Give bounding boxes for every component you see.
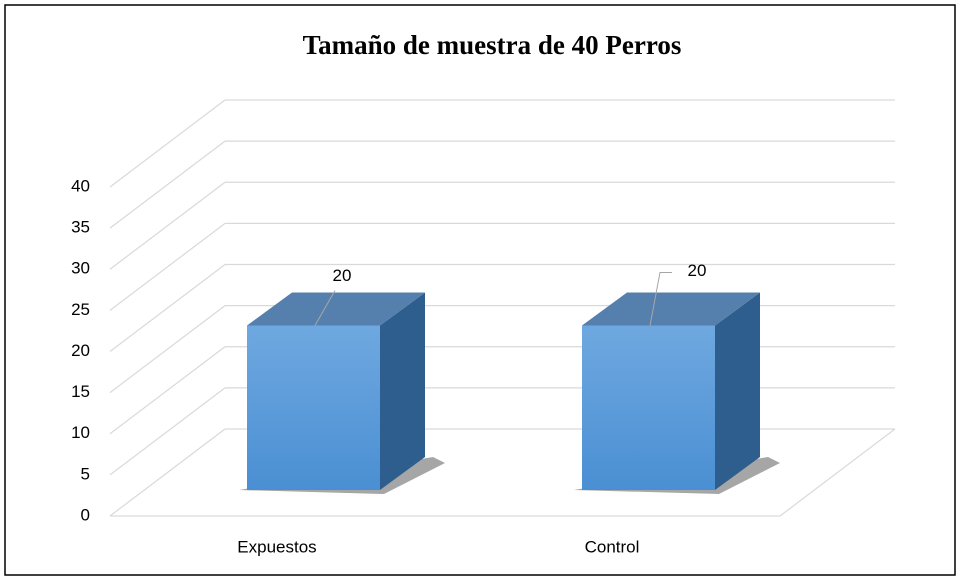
y-tick-label: 35 xyxy=(71,218,90,237)
y-tick-label: 15 xyxy=(71,382,90,401)
grid-line xyxy=(109,428,226,517)
chart-border xyxy=(4,4,956,576)
y-tick-label: 20 xyxy=(71,341,90,360)
bar-side xyxy=(715,292,760,490)
bar-top xyxy=(247,292,425,326)
y-tick-label: 10 xyxy=(71,423,90,442)
data-label: 20 xyxy=(333,266,352,285)
grid-line xyxy=(109,346,226,435)
leader-line xyxy=(649,272,672,326)
leader-line xyxy=(314,290,336,326)
x-tick-label: Control xyxy=(585,537,640,556)
grid-line xyxy=(109,99,226,188)
floor-line xyxy=(779,428,896,517)
x-tick-label: Expuestos xyxy=(237,537,316,556)
bar-side xyxy=(380,292,425,490)
y-tick-label: 40 xyxy=(71,176,90,195)
grid-line xyxy=(109,305,226,394)
grid-line xyxy=(109,140,226,229)
grid-line xyxy=(109,222,226,311)
grid-line xyxy=(109,387,226,476)
grid-line xyxy=(109,264,226,352)
y-tick-label: 0 xyxy=(81,505,90,524)
bar xyxy=(582,325,715,490)
grid-line xyxy=(109,181,226,270)
data-label: 20 xyxy=(688,261,707,280)
y-tick-label: 30 xyxy=(71,259,90,278)
y-tick-label: 25 xyxy=(71,300,90,319)
bar-top xyxy=(582,292,760,326)
bar xyxy=(247,325,380,490)
chart-title: Tamaño de muestra de 40 Perros xyxy=(303,30,682,60)
y-tick-label: 5 xyxy=(81,464,90,483)
